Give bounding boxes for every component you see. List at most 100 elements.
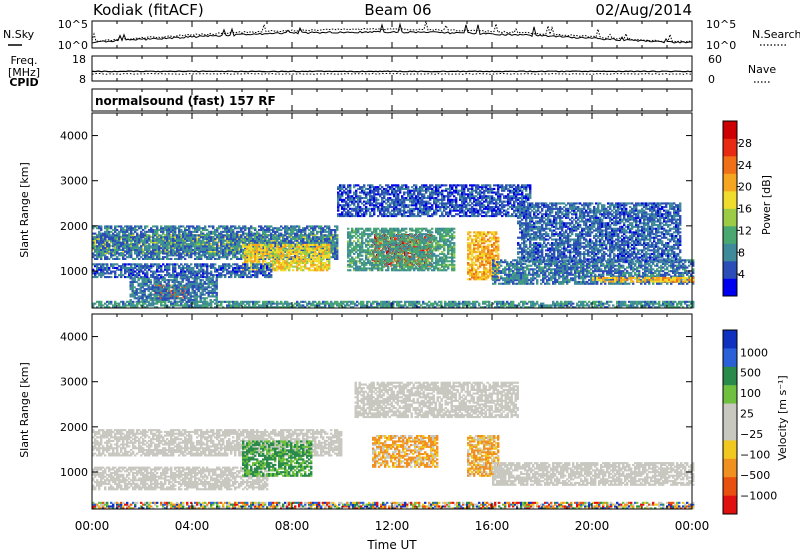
power-cell [163, 280, 166, 283]
power-cell [120, 229, 123, 232]
power-cell [155, 279, 158, 282]
power-cell [373, 258, 376, 261]
power-cell [140, 268, 143, 271]
power-cell [166, 250, 169, 253]
power-cell [234, 272, 237, 275]
power-cell [205, 288, 208, 291]
power-cell [206, 248, 209, 251]
power-cell [134, 266, 137, 269]
power-cell [248, 258, 251, 261]
power-cell [167, 295, 170, 298]
power-cell [266, 245, 269, 248]
power-cell [308, 252, 311, 255]
power-cell [308, 267, 311, 270]
power-cell [284, 241, 287, 244]
power-cell [208, 245, 211, 248]
power-cell [166, 257, 169, 260]
power-cell [351, 247, 354, 250]
freq-trace [91, 70, 693, 73]
power-cell [124, 241, 127, 244]
power-cell [316, 243, 319, 246]
power-cell [328, 230, 331, 233]
power-cell [151, 286, 154, 289]
power-cell [246, 238, 249, 241]
power-cell [304, 227, 307, 230]
power-cell [276, 252, 279, 255]
power-cell [94, 265, 97, 268]
power-cell [353, 262, 356, 265]
power-cell [173, 299, 176, 302]
power-cell [182, 230, 185, 233]
power-cell [280, 269, 283, 272]
power-cell [161, 284, 164, 287]
power-cell [230, 225, 233, 228]
power-cell [385, 258, 388, 261]
power-cell [144, 245, 147, 248]
cpid-label: CPID [9, 76, 38, 89]
power-cell [134, 227, 137, 230]
power-cell [220, 272, 223, 275]
power-cell [298, 260, 301, 263]
power-cell [286, 265, 289, 268]
power-cell [192, 268, 195, 271]
power-cell [336, 252, 339, 255]
power-cell [188, 229, 191, 232]
power-cell [181, 279, 184, 282]
power-cell [193, 284, 196, 287]
power-cell [280, 247, 283, 250]
power-cell [324, 238, 327, 241]
power-cell [166, 234, 169, 237]
power-cell [144, 248, 147, 251]
power-cell [110, 230, 113, 233]
power-cell [230, 229, 233, 232]
power-cell [180, 225, 183, 228]
power-cell [151, 299, 154, 302]
power-cell [318, 247, 321, 250]
power-cell [252, 269, 255, 272]
power-cell [347, 231, 350, 234]
power-cell [256, 269, 259, 272]
power-cell [288, 249, 291, 252]
power-cell [151, 297, 154, 300]
power-cell [246, 249, 249, 252]
power-cell [167, 291, 170, 294]
power-cell [199, 297, 202, 300]
power-cell [330, 245, 333, 248]
power-cell [296, 241, 299, 244]
power-cell [178, 239, 181, 242]
power-cell [199, 286, 202, 289]
power-cell [143, 277, 146, 280]
power-cell [104, 248, 107, 251]
power-cell [328, 229, 331, 232]
power-cell [214, 250, 217, 253]
power-cell [143, 288, 146, 291]
power-cell [173, 277, 176, 280]
power-cell [264, 249, 267, 252]
power-cell [385, 231, 388, 234]
power-cell [164, 245, 167, 248]
power-cell [138, 247, 141, 250]
power-cell [150, 257, 153, 260]
power-cell [322, 269, 325, 272]
power-cell [147, 280, 150, 283]
power-cell [310, 245, 313, 248]
power-cell [200, 247, 203, 250]
power-cell [199, 280, 202, 283]
power-cell [334, 234, 337, 237]
power-cell [116, 241, 119, 244]
power-cell [328, 239, 331, 242]
power-cell [141, 279, 144, 282]
power-cell [102, 247, 105, 250]
power-cell [244, 245, 247, 248]
power-cell [218, 274, 221, 277]
power-cell [186, 247, 189, 250]
power-cell [298, 236, 301, 239]
power-cell [268, 243, 271, 246]
power-cell [228, 265, 231, 268]
power-cell [187, 284, 190, 287]
power-cell [100, 250, 103, 253]
power-cell [262, 232, 265, 235]
power-cell [156, 234, 159, 237]
power-cell [262, 243, 265, 246]
power-cell [220, 238, 223, 241]
